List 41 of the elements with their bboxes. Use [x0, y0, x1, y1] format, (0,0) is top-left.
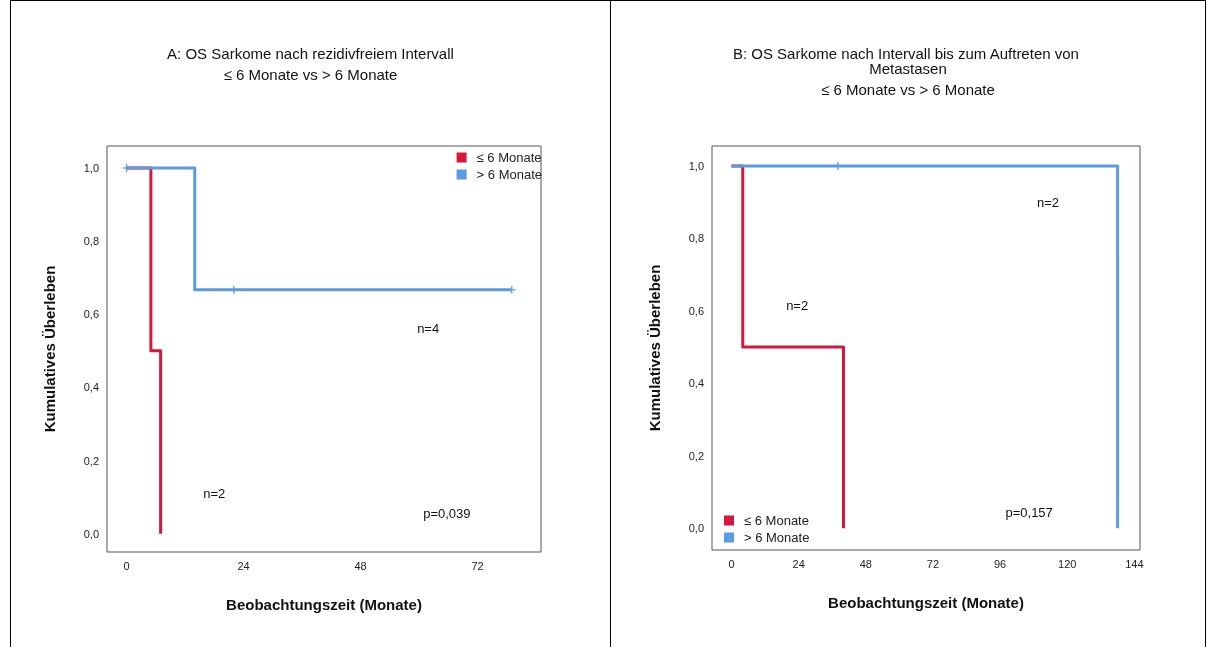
chart-subtitle: ≤ 6 Monate vs > 6 Monate — [223, 66, 398, 83]
x-tick-label: 24 — [237, 559, 250, 572]
chart-title: B: OS Sarkome nach Intervall bis zum Auftreten von Metastasen — [732, 45, 1084, 77]
annotation: n=2 — [203, 485, 226, 501]
y-axis-title: Kumulatives Überleben — [41, 265, 58, 433]
y-tick-label: 0,0 — [83, 527, 99, 540]
y-tick-label: 0,2 — [688, 449, 704, 462]
x-tick-label: 72 — [471, 559, 484, 572]
y-tick-label: 0,4 — [83, 381, 99, 394]
chart-title: A: OS Sarkome nach rezidivfreiem Intervall — [167, 45, 454, 62]
x-axis-title: Beobachtungszeit (Monate) — [226, 596, 422, 613]
y-tick-label: 1,0 — [688, 159, 704, 172]
y-tick-label: 0,8 — [83, 235, 99, 248]
annotation: n=2 — [1036, 195, 1060, 211]
legend-label: ≤ 6 Monate — [476, 150, 542, 165]
x-tick-label: 144 — [1125, 557, 1144, 570]
y-tick-label: 0,8 — [688, 232, 704, 245]
x-tick-label: 24 — [792, 557, 805, 570]
y-tick-label: 1,0 — [83, 161, 99, 174]
y-tick-label: 0,2 — [83, 454, 99, 467]
x-tick-label: 48 — [354, 559, 367, 572]
annotation: p=0,039 — [423, 505, 471, 521]
x-axis-title: Beobachtungszeit (Monate) — [828, 594, 1024, 611]
x-tick-label: 120 — [1058, 557, 1077, 570]
annotation: n=4 — [417, 321, 440, 337]
x-tick-label: 0 — [728, 557, 735, 570]
y-tick-label: 0,6 — [83, 308, 99, 321]
legend-label: ≤ 6 Monate — [744, 513, 809, 528]
x-tick-label: 0 — [123, 559, 130, 572]
y-tick-label: 0,6 — [688, 304, 704, 317]
annotation: n=2 — [786, 298, 809, 314]
chart-subtitle: ≤ 6 Monate vs > 6 Monate — [821, 81, 995, 98]
x-tick-label: 96 — [994, 557, 1007, 570]
x-tick-label: 72 — [926, 557, 940, 570]
x-tick-label: 48 — [859, 557, 872, 570]
y-tick-label: 0,4 — [688, 377, 704, 390]
y-tick-label: 0,0 — [688, 522, 704, 535]
y-axis-title: Kumulatives Überleben — [646, 264, 663, 432]
legend-label: > 6 Monate — [744, 530, 810, 545]
annotation: p=0,157 — [1005, 504, 1053, 520]
legend-label: > 6 Monate — [476, 167, 542, 182]
